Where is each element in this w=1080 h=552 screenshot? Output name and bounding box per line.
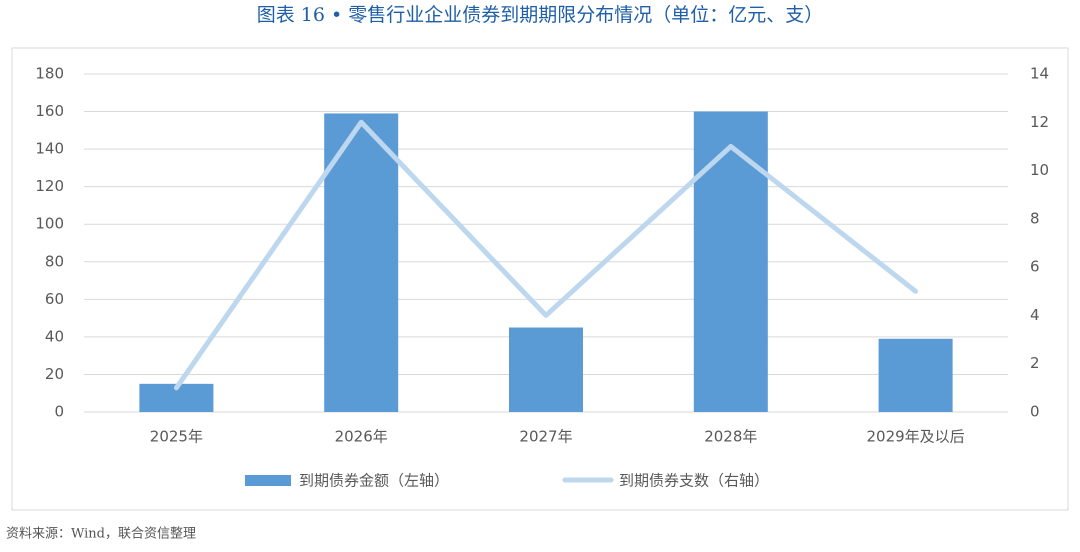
y-tick-label: 40	[45, 327, 64, 345]
y-tick-label: 0	[54, 403, 64, 421]
bar	[509, 327, 583, 412]
y2-tick-label: 4	[1030, 306, 1040, 324]
source-note: 资料来源：Wind，联合资信整理	[6, 527, 196, 542]
legend-swatch	[245, 475, 291, 486]
y2-tick-label: 12	[1030, 113, 1049, 131]
y2-tick-label: 14	[1030, 65, 1049, 83]
bar	[693, 111, 768, 413]
y2-tick-label: 6	[1030, 258, 1040, 276]
y2-tick-label: 8	[1030, 209, 1040, 227]
y-tick-label: 80	[45, 252, 64, 270]
y-tick-label: 20	[45, 365, 64, 383]
y-tick-label: 100	[35, 215, 64, 233]
legend-label: 到期债券金额（左轴）	[299, 472, 449, 490]
y-tick-label: 140	[35, 140, 64, 158]
y2-tick-label: 2	[1030, 354, 1040, 372]
line	[173, 119, 919, 391]
chart-frame	[11, 47, 1069, 511]
x-tick-label: 2027年	[519, 428, 572, 446]
legend-label: 到期债券支数（右轴）	[619, 472, 769, 490]
chart-title: 图表 16 • 零售行业企业债券到期期限分布情况（单位：亿元、支）	[257, 4, 824, 26]
y2-tick-label: 10	[1030, 161, 1049, 179]
x-tick-label: 2028年	[704, 428, 757, 446]
x-tick-label: 2025年	[150, 428, 203, 446]
y2-tick-label: 0	[1030, 403, 1040, 421]
bar	[324, 113, 399, 412]
y-tick-label: 160	[35, 102, 64, 120]
y-tick-label: 180	[35, 65, 64, 83]
y-tick-label: 60	[45, 290, 64, 308]
x-tick-label: 2029年及以后	[867, 428, 965, 446]
x-tick-label: 2026年	[335, 428, 388, 446]
bar	[878, 338, 953, 412]
y-tick-label: 120	[35, 177, 64, 195]
